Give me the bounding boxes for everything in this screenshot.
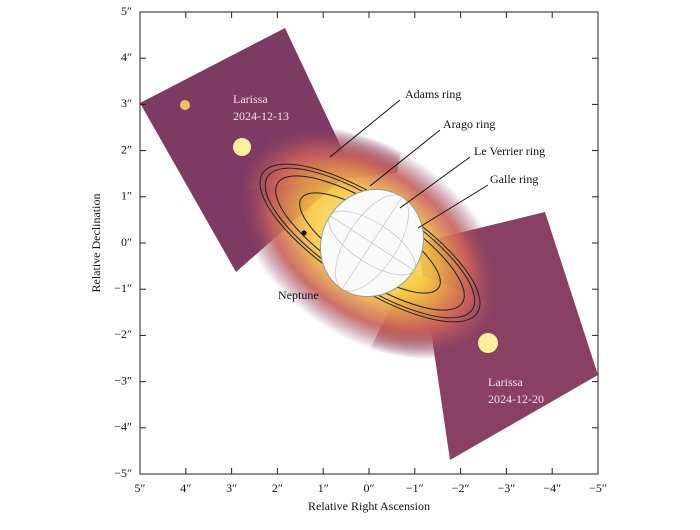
- image: [140, 28, 598, 460]
- y-tick-label: −1″: [114, 281, 132, 295]
- larissa-2: [478, 333, 498, 353]
- y-tick-label: −3″: [114, 373, 132, 387]
- annotation: Arago ring: [443, 117, 495, 131]
- x-tick-label: −5″: [589, 481, 607, 495]
- x-tick-label: −2″: [452, 481, 470, 495]
- neptune-grid: [328, 194, 416, 292]
- annotation: 2024-12-13: [233, 109, 289, 123]
- x-tick-label: 3″: [226, 481, 237, 495]
- annotation: Le Verrier ring: [474, 144, 545, 158]
- annotation: Galle ring: [490, 172, 538, 186]
- annotation: Adams ring: [405, 87, 461, 101]
- x-tick-label: −1″: [406, 481, 424, 495]
- y-tick-label: 4″: [121, 50, 132, 64]
- pointers: [329, 99, 489, 229]
- y-tick-label: −4″: [114, 420, 132, 434]
- annotation: Larissa: [488, 375, 523, 389]
- larissa-1: [233, 138, 251, 156]
- annotation: Larissa: [233, 92, 268, 106]
- y-tick-label: 0″: [121, 235, 132, 249]
- x-tick-label: −4″: [543, 481, 561, 495]
- annotation: 2024-12-20: [488, 392, 544, 406]
- y-axis-label: Relative Declination: [89, 194, 103, 293]
- x-axis-label: Relative Right Ascension: [308, 499, 430, 513]
- neptune-marker: [301, 230, 307, 236]
- y-tick-label: 3″: [121, 96, 132, 110]
- x-tick-label: 2″: [272, 481, 283, 495]
- y-tick-label: 5″: [121, 4, 132, 18]
- star: [180, 100, 190, 110]
- x-tick-label: 5″: [135, 481, 146, 495]
- y-tick-label: −5″: [114, 466, 132, 480]
- y-tick-label: 1″: [121, 189, 132, 203]
- annotation: Neptune: [278, 288, 319, 302]
- x-tick-label: 1″: [318, 481, 329, 495]
- y-tick-label: −2″: [114, 327, 132, 341]
- y-tick-label: 2″: [121, 142, 132, 156]
- x-tick-label: 0″: [364, 481, 375, 495]
- x-tick-label: −3″: [498, 481, 516, 495]
- x-tick-label: 4″: [180, 481, 191, 495]
